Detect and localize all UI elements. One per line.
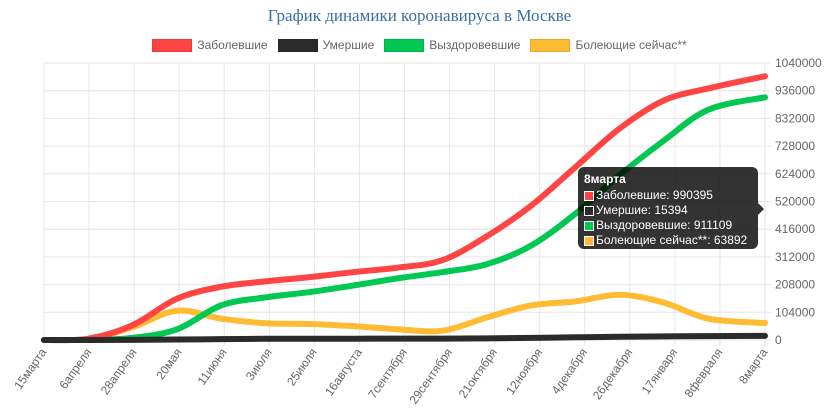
- legend-swatch: [152, 38, 193, 52]
- tooltip-value: Болеющие сейчас**: 63892: [596, 233, 748, 247]
- x-tick-label: 28апреля: [98, 346, 140, 397]
- tooltip-swatch: [584, 190, 594, 201]
- tooltip-value: Заболевшие: 990395: [596, 188, 713, 202]
- x-tick-label: 7сентября: [365, 346, 410, 401]
- x-tick-label: 21октября: [456, 346, 500, 401]
- x-tick-label: 3июля: [243, 346, 275, 383]
- y-tick-label: 416000: [775, 222, 815, 236]
- legend: Заболевшие Умершие Выздоровевшие Болеющие с…: [0, 38, 839, 52]
- x-tick-label: 8февраля: [682, 346, 726, 400]
- x-tick-label: 11июня: [195, 346, 230, 388]
- x-tick-label: 26декабря: [590, 346, 635, 402]
- y-tick-label: 208000: [775, 278, 815, 292]
- y-tick-label: 0: [775, 333, 782, 347]
- y-tick-label: 832000: [775, 111, 815, 125]
- tooltip-swatch: [584, 220, 594, 231]
- tooltip-row: Заболевшие: 990395: [584, 188, 752, 203]
- legend-swatch: [530, 38, 571, 52]
- legend-label: Болеющие сейчас**: [575, 38, 687, 52]
- x-tick-label: 17января: [639, 346, 681, 397]
- series-line-2: [41, 94, 768, 344]
- chart-title: График динамики коронавируса в Москве: [267, 6, 572, 25]
- legend-label: Умершие: [322, 38, 375, 52]
- legend-item[interactable]: Заболевшие: [152, 38, 268, 52]
- y-tick-label: 1040000: [775, 56, 822, 70]
- x-tick-label: 12ноября: [503, 346, 545, 397]
- x-tick-label: 6апреля: [56, 346, 94, 392]
- y-tick-label: 104000: [775, 305, 815, 319]
- tooltip: 8марта Заболевшие: 990395 Умершие: 15394 В…: [578, 167, 764, 249]
- x-tick-label: 8марта: [736, 345, 771, 386]
- x-tick-label: 25июля: [284, 346, 320, 389]
- y-tick-label: 624000: [775, 167, 815, 181]
- x-tick-label: 15марта: [11, 345, 49, 392]
- tooltip-row: Болеющие сейчас**: 63892: [584, 233, 752, 248]
- tooltip-value: Умершие: 15394: [596, 203, 688, 217]
- legend-item[interactable]: Умершие: [277, 38, 375, 52]
- tooltip-row: Выздоровевшие: 911109: [584, 218, 752, 233]
- tooltip-swatch: [584, 235, 594, 246]
- series-line-1: [41, 332, 768, 344]
- legend-item[interactable]: Болеющие сейчас**: [530, 38, 687, 52]
- legend-label: Выздоровевшие: [429, 38, 521, 52]
- tooltip-row: Умершие: 15394: [584, 203, 752, 218]
- x-tick-label: 16августа: [322, 345, 365, 398]
- legend-swatch: [384, 38, 425, 52]
- y-tick-label: 312000: [775, 250, 815, 264]
- series-line-3: [41, 291, 768, 344]
- series-line-0: [41, 73, 768, 344]
- legend-item[interactable]: Выздоровевшие: [384, 38, 520, 52]
- y-tick-label: 936000: [775, 84, 815, 98]
- x-tick-label: 29сентября: [407, 346, 455, 407]
- x-tick-label: 20мая: [153, 346, 184, 383]
- legend-label: Заболевшие: [197, 38, 268, 52]
- tooltip-value: Выздоровевшие: 911109: [596, 218, 733, 232]
- y-tick-label: 728000: [775, 139, 815, 153]
- x-tick-label: 4декабря: [549, 346, 591, 397]
- legend-swatch: [277, 38, 318, 52]
- y-tick-label: 520000: [775, 195, 815, 209]
- tooltip-swatch: [584, 205, 594, 216]
- tooltip-title: 8марта: [584, 172, 626, 186]
